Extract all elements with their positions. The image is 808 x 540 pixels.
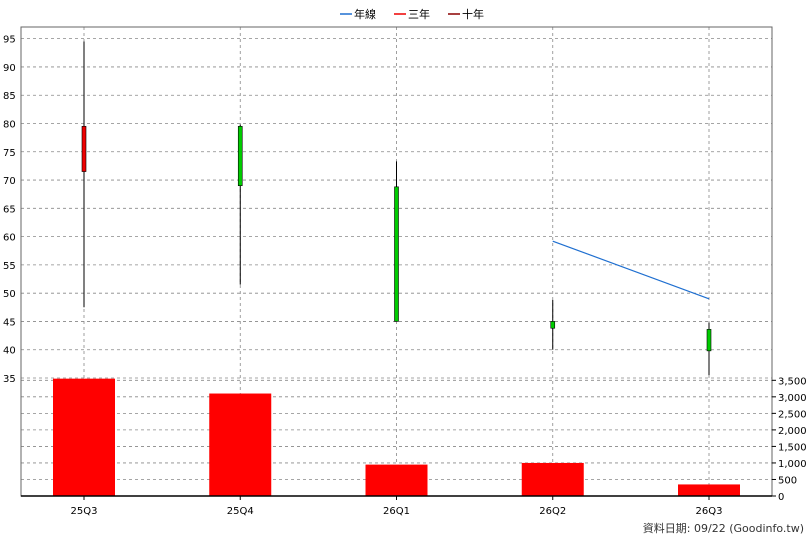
price-tick-label: 80: [3, 119, 16, 130]
candle-body: [394, 186, 399, 322]
x-tick-label: 26Q2: [539, 506, 566, 517]
price-tick-label: 65: [3, 204, 16, 215]
volume-tick-label: 2,000: [778, 426, 807, 437]
candlesticks: [81, 41, 712, 376]
volume-bar: [365, 464, 428, 496]
price-tick-label: 95: [3, 35, 16, 46]
volume-axis: 0 500 1,000 1,500 2,000 2,500 3,000 3,500: [772, 376, 807, 503]
volume-bar: [678, 484, 740, 496]
volume-tick-label: 3,500: [778, 376, 807, 387]
x-axis: 25Q3 25Q4 26Q1 26Q2 26Q3: [71, 496, 723, 517]
volume-tick-label: 1,500: [778, 442, 807, 453]
candle-body: [81, 126, 87, 172]
legend-label-1: 三年: [408, 7, 430, 21]
volume-tick-label: 2,500: [778, 409, 807, 420]
candle-body: [706, 329, 712, 352]
volume-bar: [53, 378, 115, 496]
price-tick-label: 60: [3, 233, 16, 244]
volume-tick-label: 500: [778, 475, 797, 486]
price-tick-label: 75: [3, 148, 16, 159]
volume-bars: [53, 378, 740, 496]
price-tick-label: 90: [3, 63, 16, 74]
annual-line-series: [552, 240, 710, 300]
annual-line: [552, 240, 710, 300]
legend: 年線 三年 十年: [340, 7, 484, 21]
x-tick-label: 25Q4: [227, 506, 254, 517]
volume-tick-label: 1,000: [778, 459, 807, 470]
volume-tick-label: 3,000: [778, 393, 807, 404]
price-tick-label: 50: [3, 289, 16, 300]
legend-label-2: 十年: [462, 7, 484, 21]
price-tick-label: 35: [3, 374, 16, 385]
volume-bar: [521, 462, 584, 496]
volume-bar: [209, 393, 272, 496]
price-tick-label: 85: [3, 91, 16, 102]
x-tick-label: 26Q3: [696, 506, 723, 517]
candle-body: [550, 321, 556, 329]
candle-body: [237, 126, 243, 187]
volume-tick-label: 0: [778, 492, 784, 503]
x-tick-label: 26Q1: [383, 506, 410, 517]
data-date-footer: 資料日期: 09/22 (Goodinfo.tw): [643, 521, 804, 535]
price-tick-label: 70: [3, 176, 16, 187]
price-tick-label: 40: [3, 346, 16, 357]
x-tick-label: 25Q3: [71, 506, 98, 517]
price-tick-label: 45: [3, 317, 16, 328]
price-tick-label: 55: [3, 261, 16, 272]
legend-label-0: 年線: [354, 7, 376, 21]
price-axis: 35 40 45 50 55 60 65 70 75 80 85 90 95: [3, 35, 16, 385]
